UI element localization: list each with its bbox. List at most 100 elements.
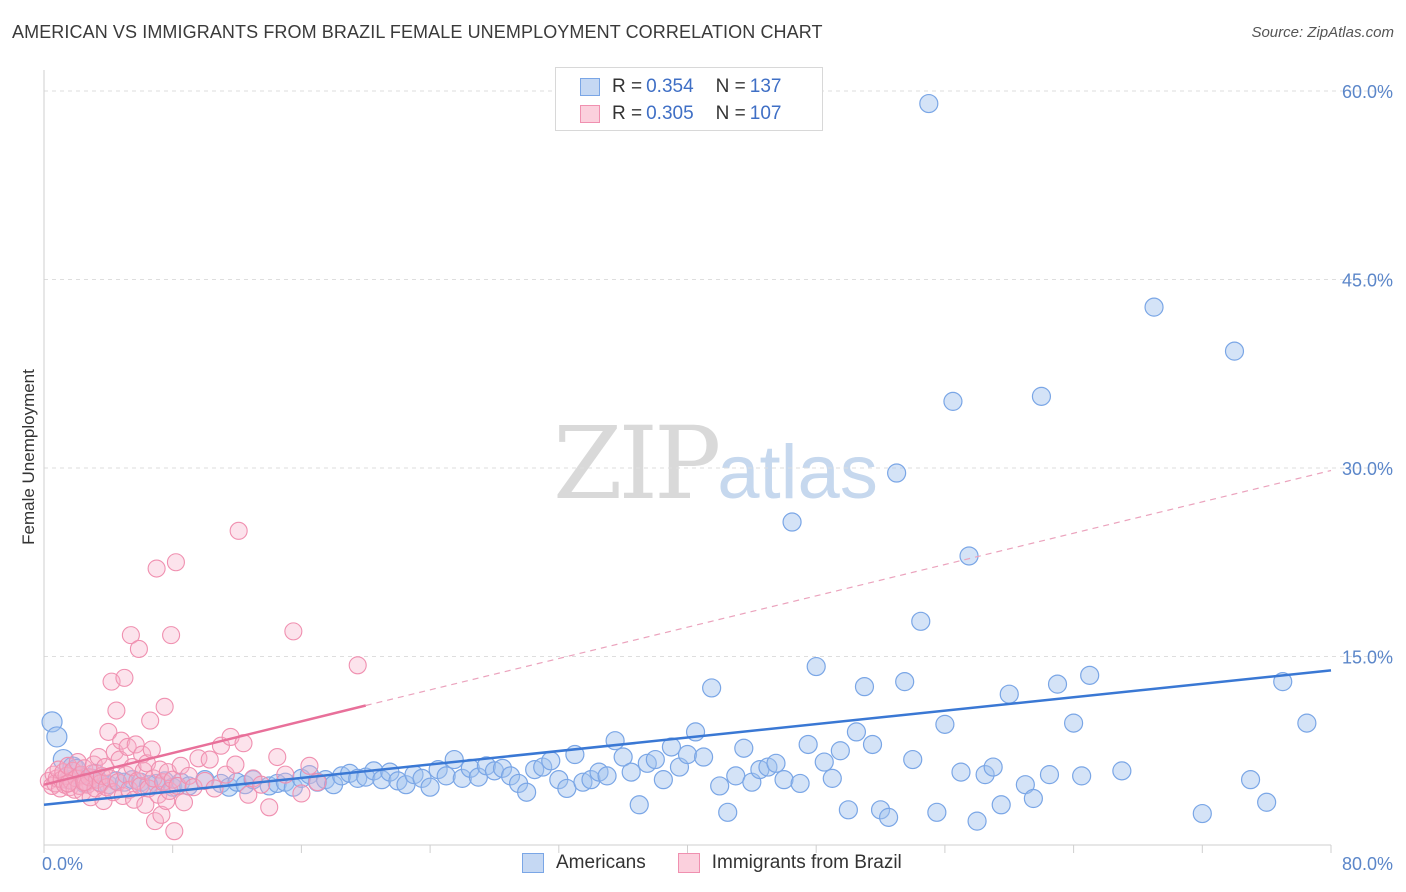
brazil-point xyxy=(147,559,166,578)
americans-point xyxy=(693,747,714,767)
legend-n-label: N = xyxy=(715,103,746,124)
americans-point xyxy=(734,738,754,758)
americans-point xyxy=(653,770,673,790)
brazil-point xyxy=(141,711,160,730)
brazil-point xyxy=(152,805,171,824)
americans-point xyxy=(348,768,368,788)
americans-point xyxy=(1224,341,1245,361)
y-tick-label: 30.0% xyxy=(1342,459,1393,479)
americans-point xyxy=(975,765,995,785)
brazil-point xyxy=(216,765,235,784)
americans-point xyxy=(1257,792,1277,812)
brazil-point xyxy=(121,626,140,645)
bottom-legend-swatch-brazil xyxy=(677,853,700,873)
americans-point xyxy=(927,802,947,822)
americans-point xyxy=(838,800,858,820)
brazil-point xyxy=(268,747,287,767)
legend-n-label: N = xyxy=(715,76,746,97)
americans-point xyxy=(1072,766,1092,786)
americans-point xyxy=(887,463,907,483)
americans-point xyxy=(919,93,939,114)
americans-point xyxy=(895,672,915,692)
series-immigrants-from-brazil xyxy=(39,521,367,841)
americans-point xyxy=(1273,672,1293,692)
brazil-point xyxy=(308,773,327,792)
brazil-point xyxy=(292,784,311,803)
americans-point xyxy=(420,777,440,797)
americans-point xyxy=(517,782,537,802)
brazil-point xyxy=(179,766,198,785)
watermark: ZIPatlas xyxy=(553,405,878,522)
brazil-point xyxy=(260,798,279,817)
americans-point xyxy=(452,768,472,788)
americans-point xyxy=(854,677,875,697)
brazil-trend-line xyxy=(43,704,367,786)
americans-point xyxy=(846,722,867,742)
legend-n-value: 137 xyxy=(749,76,782,97)
bottom-legend-americans: Americans xyxy=(522,852,646,874)
americans-point xyxy=(798,734,818,755)
americans-point xyxy=(830,741,850,761)
americans-point xyxy=(766,753,786,773)
americans-point xyxy=(943,391,963,411)
brazil-point xyxy=(99,722,118,741)
chart-title: AMERICAN VS IMMIGRANTS FROM BRAZIL FEMAL… xyxy=(12,22,823,42)
americans-point xyxy=(444,749,464,770)
brazil-point xyxy=(200,750,219,769)
watermark-atlas: atlas xyxy=(717,430,878,515)
americans-point xyxy=(967,811,987,831)
americans-point xyxy=(903,749,923,770)
y-tick-label: 60.0% xyxy=(1342,82,1393,102)
brazil-trend-extension xyxy=(365,469,1332,707)
brazil-point xyxy=(239,785,258,804)
americans-point xyxy=(726,766,746,786)
americans-point xyxy=(935,714,955,734)
americans-point xyxy=(621,762,641,782)
americans-point xyxy=(911,611,931,631)
legend-r-value: 0.354 xyxy=(646,76,694,97)
americans-point xyxy=(878,807,899,827)
americans-point xyxy=(581,770,601,790)
y-tick-label: 45.0% xyxy=(1342,271,1393,291)
americans-point xyxy=(1031,386,1052,406)
americans-point xyxy=(1047,674,1068,694)
brazil-point xyxy=(226,755,245,774)
brazil-point xyxy=(229,521,248,540)
brazil-point xyxy=(89,747,108,767)
gridlines xyxy=(44,90,1393,657)
americans-point xyxy=(806,656,826,677)
y-tick-label: 15.0% xyxy=(1342,648,1393,668)
americans-point xyxy=(774,770,794,790)
americans-point xyxy=(710,776,730,796)
americans-point xyxy=(1192,803,1212,824)
brazil-point xyxy=(284,622,303,641)
americans-point xyxy=(613,747,633,767)
americans-point xyxy=(822,768,842,788)
legend-row-americans: R = 0.354 N = 137 xyxy=(580,75,781,99)
bottom-legend-brazil: Immigrants from Brazil xyxy=(677,852,902,874)
brazil-point xyxy=(129,639,148,659)
americans-point xyxy=(1240,770,1261,790)
brazil-point xyxy=(166,553,185,572)
legend-r-label: R = xyxy=(612,76,643,97)
americans-point xyxy=(492,758,513,778)
americans-point xyxy=(1080,665,1100,685)
watermark-zip: ZIP xyxy=(553,405,721,522)
americans-point xyxy=(870,800,891,820)
series-americans xyxy=(41,93,1317,831)
bottom-legend-label-brazil: Immigrants from Brazil xyxy=(711,852,902,873)
americans-point xyxy=(814,752,834,772)
x-tick-label-start: 0.0% xyxy=(42,854,83,874)
americans-point xyxy=(991,795,1011,815)
brazil-point xyxy=(116,765,136,784)
brazil-point xyxy=(174,793,194,812)
brazil-point xyxy=(155,697,174,716)
americans-point xyxy=(557,778,577,799)
legend-n-value: 107 xyxy=(749,103,782,124)
brazil-point xyxy=(348,656,367,675)
americans-point xyxy=(500,766,521,786)
legend: R = 0.354 N = 137 R = 0.305 N = 107 xyxy=(555,67,823,131)
americans-point xyxy=(46,726,68,748)
americans-point xyxy=(677,744,698,765)
brazil-point xyxy=(195,771,214,790)
